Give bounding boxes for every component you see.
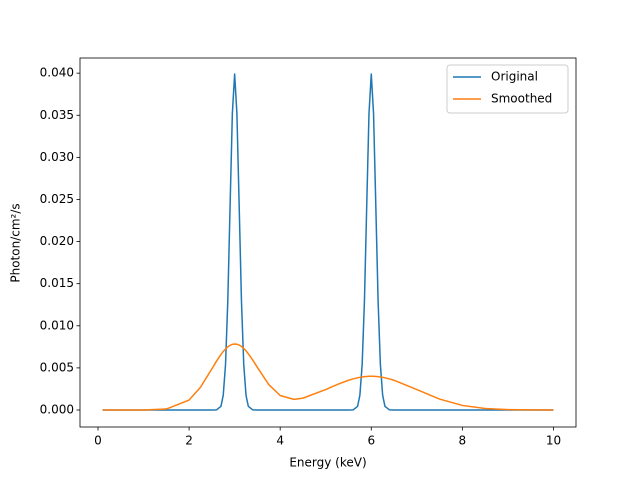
y-tick-label: 0.010: [40, 318, 74, 332]
y-tick-label: 0.000: [40, 402, 74, 416]
plot-frame: [79, 57, 577, 428]
x-tick-label: 8: [459, 434, 467, 448]
legend: Original Smoothed: [446, 64, 569, 114]
y-tick-label: 0.005: [40, 360, 74, 374]
y-tick-label: 0.020: [40, 234, 74, 248]
y-tick-label: 0.015: [40, 276, 74, 290]
x-tick-label: 2: [185, 434, 193, 448]
legend-label: Smoothed: [491, 92, 552, 106]
x-tick-label: 4: [276, 434, 284, 448]
x-tick-label: 0: [94, 434, 102, 448]
y-tick-label: 0.040: [40, 66, 74, 80]
x-tick-label: 6: [367, 434, 375, 448]
y-tick-label: 0.025: [40, 192, 74, 206]
y-axis-label: Photon/cm²/s: [9, 203, 23, 282]
x-tick-label: 10: [546, 434, 561, 448]
line: [102, 73, 554, 411]
line: [102, 343, 554, 411]
y-tick-label: 0.030: [40, 150, 74, 164]
legend-label: Original: [491, 70, 538, 84]
x-axis-label: Energy (keV): [289, 456, 366, 470]
y-tick-label: 0.035: [40, 108, 74, 122]
